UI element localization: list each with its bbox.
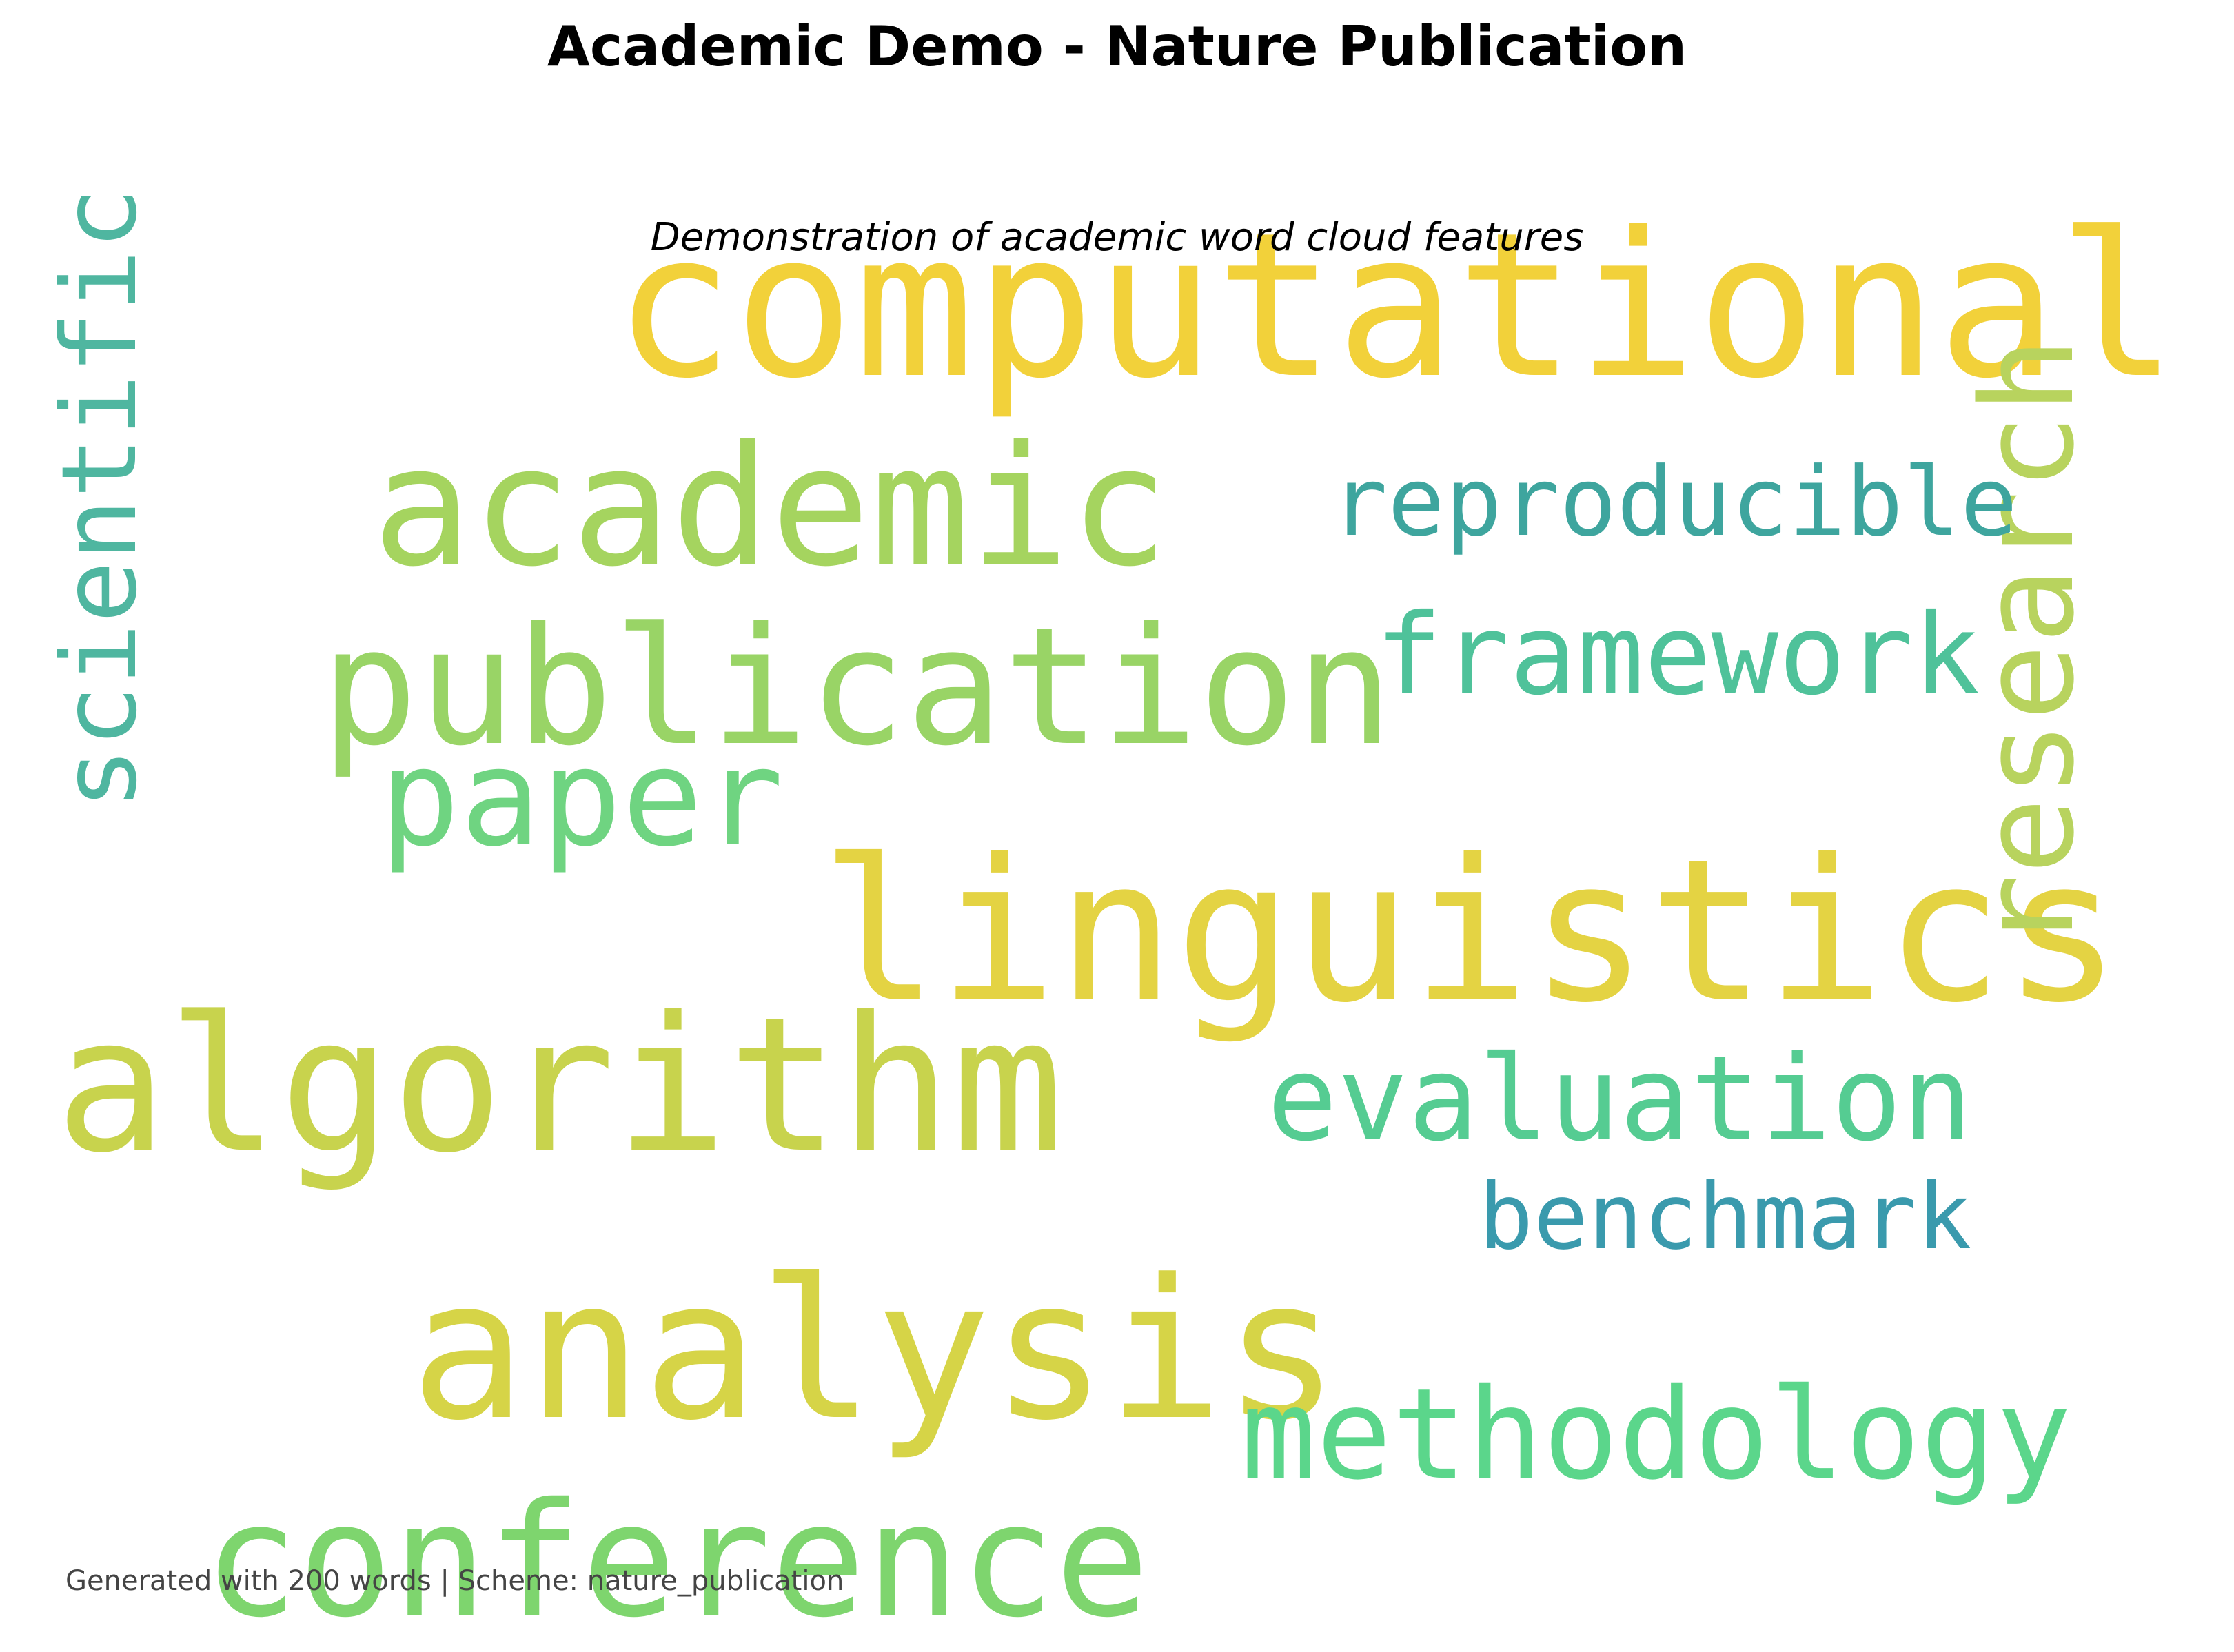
chart-subtitle: Demonstration of academic word cloud fea… bbox=[650, 215, 1584, 260]
word-computational: computational bbox=[613, 190, 2178, 422]
word-conference: conference bbox=[203, 1469, 1150, 1652]
footer-note: Generated with 200 words | Scheme: natur… bbox=[65, 1565, 844, 1597]
word-framework: framework bbox=[1375, 591, 1980, 720]
word-benchmark: benchmark bbox=[1479, 1164, 1972, 1270]
word-methodology: methodology bbox=[1241, 1361, 2072, 1507]
word-paper: paper bbox=[379, 720, 784, 876]
chart-title: Academic Demo - Nature Publication bbox=[547, 14, 1687, 79]
word-reproducible: reproducible bbox=[1330, 447, 2018, 558]
word-research: research bbox=[1953, 336, 2102, 951]
word-academic: academic bbox=[372, 410, 1169, 603]
word-algorithm: algorithm bbox=[55, 977, 1064, 1194]
word-analysis: analysis bbox=[410, 1238, 1340, 1463]
word-linguistics: linguistics bbox=[820, 817, 2122, 1046]
word-scientific: scientific bbox=[40, 187, 160, 810]
word-publication: publication bbox=[321, 593, 1394, 782]
word-evaluation: evaluation bbox=[1267, 1031, 1973, 1167]
